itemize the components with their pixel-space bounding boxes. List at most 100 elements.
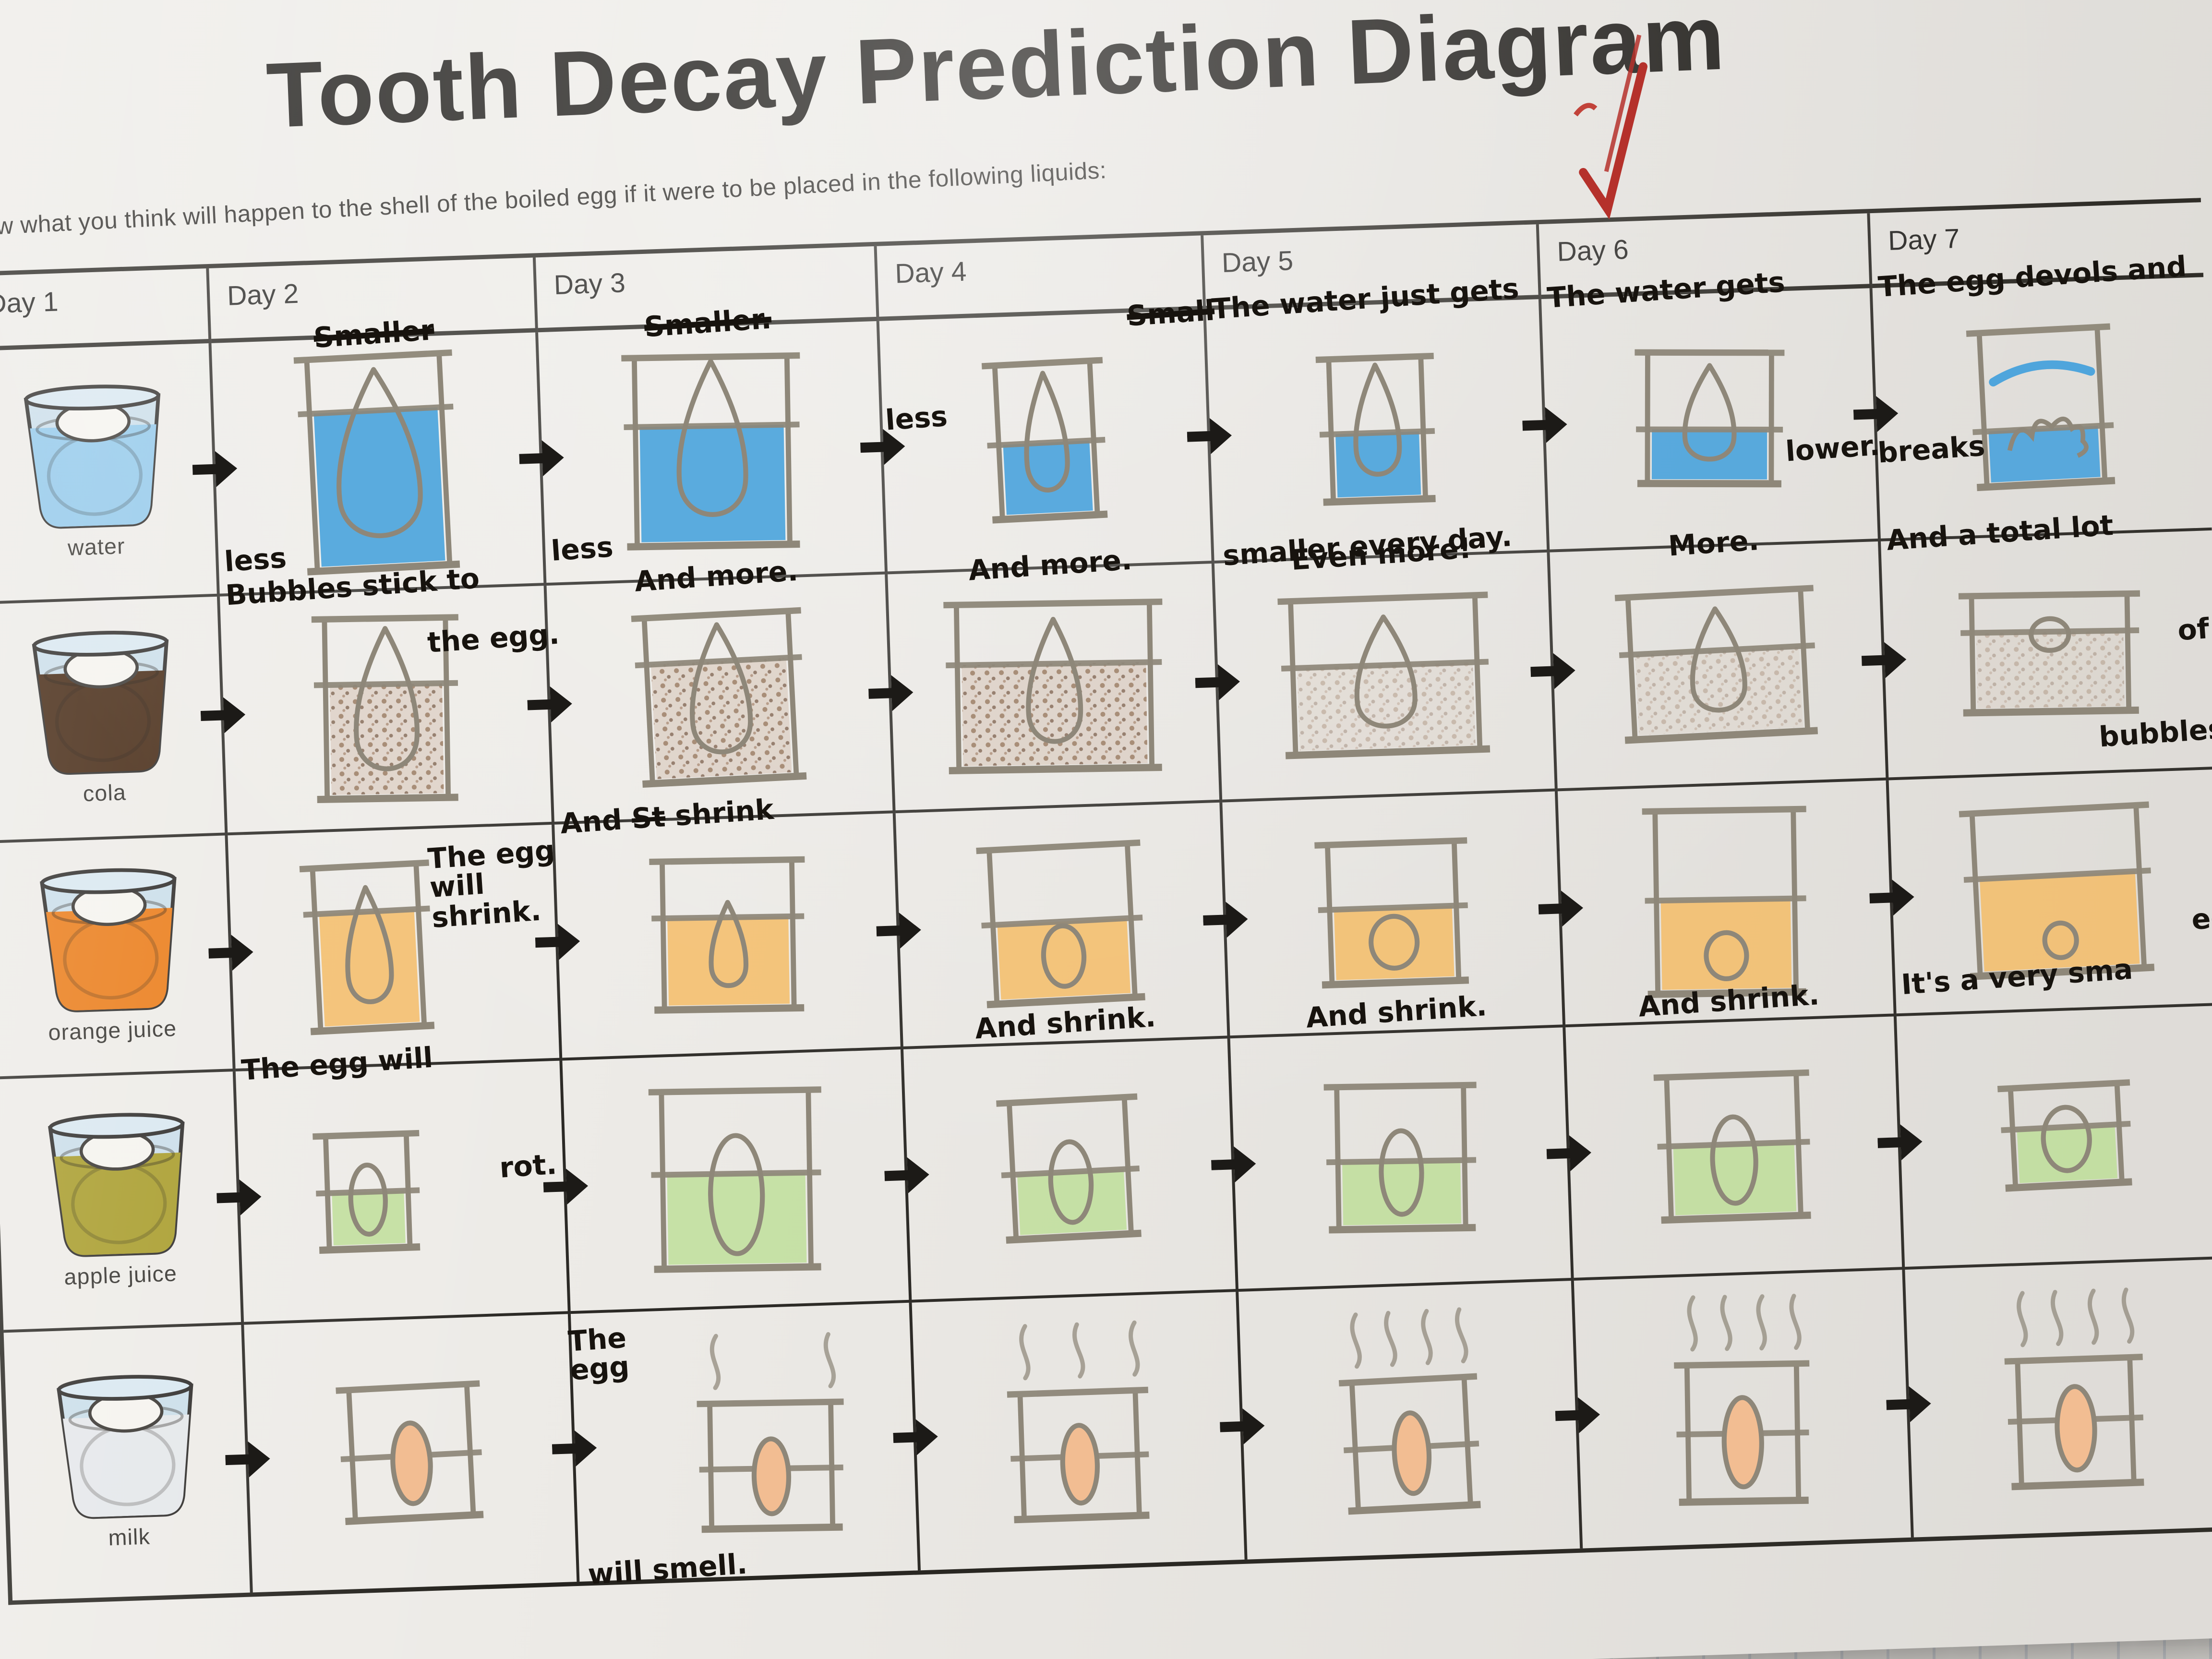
arrow-icon bbox=[1187, 416, 1234, 463]
liquid-label: cola bbox=[83, 781, 127, 807]
arrow-icon bbox=[1220, 1408, 1265, 1444]
beaker-sketch bbox=[1653, 1069, 1811, 1223]
arrow-icon bbox=[1211, 1146, 1256, 1183]
beaker-sketch-wrap bbox=[1941, 783, 2175, 999]
beaker-sketch bbox=[1642, 805, 1806, 998]
arrow-icon bbox=[860, 429, 905, 465]
handwritten-note: eg bbox=[2190, 901, 2212, 937]
liquid-label: orange juice bbox=[48, 1017, 178, 1046]
arrow-icon bbox=[1861, 642, 1907, 678]
arrow-icon bbox=[192, 449, 240, 496]
prediction-cell: And more. bbox=[527, 554, 896, 825]
arrow-icon bbox=[1203, 902, 1248, 938]
beaker-sketch bbox=[311, 613, 458, 803]
prediction-cell bbox=[893, 1292, 1248, 1571]
beaker-sketch-wrap bbox=[1979, 1060, 2153, 1212]
arrow-icon bbox=[1877, 1122, 1924, 1170]
beaker-sketch-wrap bbox=[963, 338, 1128, 544]
arrow-icon bbox=[1187, 418, 1232, 454]
prediction-cell: More. bbox=[1530, 524, 1889, 792]
prediction-cell: The egg will shrink. bbox=[208, 824, 563, 1072]
arrow-icon bbox=[543, 1168, 589, 1205]
prediction-table: Day 1 Day 2 Day 3 Day 4 Day 5 Day 6 Day 7 wate… bbox=[0, 198, 2212, 1605]
beaker-sketch bbox=[335, 1379, 483, 1525]
arrow-icon bbox=[1853, 394, 1900, 441]
beaker-sketch bbox=[1313, 836, 1468, 988]
handwritten-note: less bbox=[223, 541, 288, 578]
arrow-icon bbox=[1886, 1384, 1933, 1431]
arrow-icon bbox=[552, 1431, 597, 1467]
beaker-sketch-wrap bbox=[628, 835, 827, 1036]
arrow-icon bbox=[876, 910, 923, 958]
beaker-sketch-wrap bbox=[1938, 569, 2163, 739]
beaker-sketch bbox=[981, 356, 1107, 523]
arrow-icon bbox=[1869, 878, 1916, 925]
beaker-sketch bbox=[630, 606, 806, 787]
beaker-sketch bbox=[696, 1331, 843, 1532]
prediction-cell: Even more! bbox=[1195, 532, 1558, 803]
handwritten-note: lower. bbox=[1785, 429, 1882, 469]
beaker-sketch-wrap bbox=[977, 1075, 1162, 1263]
liquid-label: water bbox=[67, 535, 126, 562]
arrow-icon bbox=[1530, 651, 1577, 698]
arrow-icon bbox=[1211, 1144, 1258, 1192]
beaker-sketch-wrap bbox=[600, 331, 823, 573]
arrow-icon bbox=[1555, 1397, 1600, 1433]
beaker-sketch bbox=[1614, 584, 1818, 744]
beaker-sketch-wrap bbox=[1948, 305, 2136, 511]
beaker-sketch bbox=[312, 1129, 420, 1253]
arrow-icon bbox=[535, 924, 580, 960]
liquid-glass-icon bbox=[31, 631, 170, 775]
arrow-icon bbox=[1869, 879, 1914, 916]
liquid-cell: apple juice bbox=[0, 1071, 244, 1333]
arrow-icon bbox=[892, 1417, 940, 1465]
arrow-icon bbox=[208, 933, 255, 980]
arrow-icon bbox=[1219, 1406, 1267, 1454]
beaker-sketch bbox=[975, 839, 1145, 1008]
prediction-cell bbox=[1546, 1016, 1905, 1281]
handwritten-note: will smell. bbox=[587, 1547, 748, 1591]
liquid-glass-icon bbox=[47, 1113, 186, 1257]
handwritten-note: More. bbox=[1667, 523, 1760, 563]
prediction-cell: And more. bbox=[868, 543, 1223, 814]
beaker-sketch bbox=[942, 598, 1162, 774]
arrow-icon bbox=[1538, 890, 1584, 927]
note-fragment: And bbox=[559, 803, 633, 841]
prediction-cell bbox=[1877, 1005, 2212, 1270]
handwritten-note: less bbox=[884, 400, 949, 438]
arrow-icon bbox=[884, 1155, 931, 1202]
liquid-cell: cola bbox=[0, 596, 228, 843]
beaker-sketch-wrap bbox=[1296, 333, 1457, 527]
beaker-sketch-wrap bbox=[1318, 1306, 1501, 1535]
beaker-sketch-wrap bbox=[290, 593, 481, 825]
arrow-icon bbox=[1877, 1124, 1923, 1161]
arrow-icon bbox=[1202, 900, 1250, 947]
handwritten-note: of bbox=[2176, 612, 2211, 648]
arrow-icon bbox=[893, 1419, 938, 1455]
prediction-cell bbox=[1211, 1027, 1574, 1292]
arrow-icon bbox=[527, 686, 572, 722]
beaker-sketch bbox=[1966, 323, 2116, 491]
beaker-sketch-wrap bbox=[1621, 785, 1830, 1021]
arrow-icon bbox=[1546, 1133, 1594, 1180]
beaker-sketch bbox=[1322, 1081, 1476, 1233]
liquid-glass-icon bbox=[23, 385, 162, 529]
liquid-glass-icon bbox=[39, 868, 178, 1012]
arrow-icon bbox=[868, 675, 914, 711]
arrow-icon bbox=[1546, 1135, 1591, 1171]
arrow-icon bbox=[1522, 405, 1569, 452]
red-tick-icon bbox=[1553, 30, 1698, 243]
handwritten-note: The egg will shrink. bbox=[426, 833, 556, 934]
prediction-cell: And a total lot of bubbles bbox=[1861, 509, 2212, 781]
beaker-sketch bbox=[1958, 589, 2140, 716]
prediction-cell: The water just gets smaller every day. bbox=[1187, 272, 1550, 572]
prediction-cell: The egg will smell. bbox=[552, 1302, 921, 1591]
arrow-icon bbox=[1886, 1386, 1931, 1422]
liquid-cell: orange juice bbox=[0, 835, 236, 1080]
arrow-icon bbox=[527, 684, 574, 732]
beaker-sketch bbox=[1276, 590, 1490, 759]
arrow-icon bbox=[1195, 662, 1242, 709]
beaker-sketch-wrap bbox=[317, 1362, 504, 1545]
